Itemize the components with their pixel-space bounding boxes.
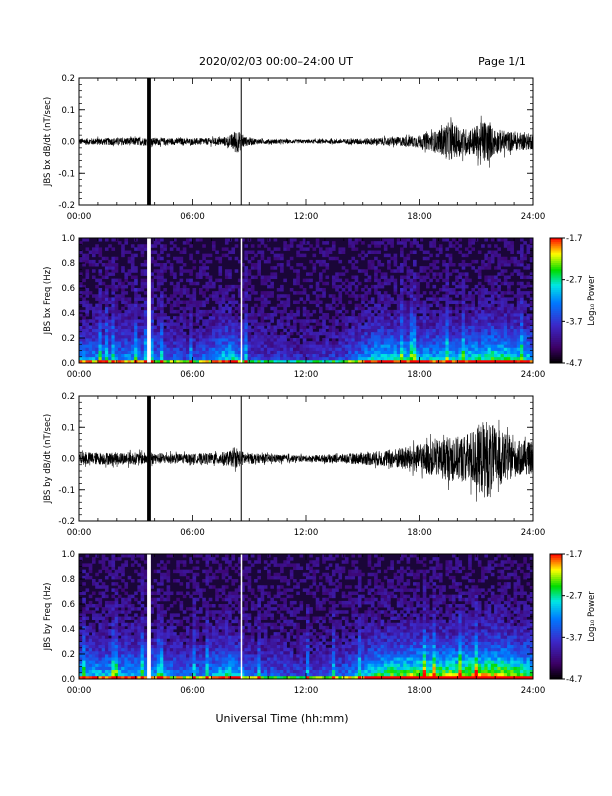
y-tick-label: -0.1 — [58, 169, 75, 179]
x-tick-label: 00:00 — [67, 528, 92, 538]
x-tick-label: 00:00 — [67, 686, 92, 696]
y-tick-label: 0.1 — [61, 423, 75, 433]
colorbar-tick-label: -1.7 — [566, 550, 583, 560]
y-tick-label: -0.2 — [58, 517, 75, 527]
y-tick-label: 0.8 — [61, 259, 75, 269]
colorbar: -1.7 -2.7 -3.7 -4.7 Log₁₀ Power — [550, 234, 597, 369]
x-tick-label: 24:00 — [521, 212, 546, 222]
x-tick-label: 00:00 — [67, 212, 92, 222]
y-axis-label: JBS bx dB/dt (nT/sec) — [43, 97, 53, 187]
x-tick-label: 18:00 — [407, 212, 432, 222]
y-tick-label: 0.2 — [61, 650, 75, 660]
x-tick-label: 24:00 — [521, 686, 546, 696]
y-tick-label: 0.6 — [61, 284, 75, 294]
panel-by-dbdt: 00:00 06:00 12:00 18:00 24:00 -0.2 -0.1 0.0 0.1 0… — [43, 392, 545, 538]
colorbar-tick-label: -1.7 — [566, 234, 583, 244]
colorbar-tick-label: -4.7 — [566, 675, 583, 685]
x-tick-label: 18:00 — [407, 528, 432, 538]
colorbar-tick-label: -3.7 — [566, 317, 583, 327]
x-tick-label: 06:00 — [180, 212, 205, 222]
y-tick-label: 0.8 — [61, 575, 75, 585]
x-tick-label: 06:00 — [180, 370, 205, 380]
data-gap-0 — [147, 396, 151, 521]
colorbar-label: Log₁₀ Power — [587, 275, 597, 326]
x-tick-label: 12:00 — [294, 370, 319, 380]
y-axis-label: JBS bx Freq (Hz) — [43, 267, 53, 336]
data-gap-0 — [147, 78, 151, 205]
figure-title: 2020/02/03 00:00–24:00 UT — [199, 55, 353, 68]
data-gap-1 — [241, 554, 243, 679]
y-tick-label: 0.1 — [61, 106, 75, 116]
y-tick-label: -0.1 — [58, 486, 75, 496]
colorbar-tick-label: -2.7 — [566, 592, 583, 602]
data-gap-0 — [147, 238, 151, 363]
colorbar-tick-label: -4.7 — [566, 359, 583, 369]
x-tick-label: 00:00 — [67, 370, 92, 380]
y-tick-label: -0.2 — [58, 201, 75, 211]
data-gap-1 — [241, 238, 243, 363]
y-tick-label: 0.0 — [61, 455, 75, 465]
y-tick-label: 0.2 — [61, 74, 75, 84]
y-tick-label: 0.6 — [61, 600, 75, 610]
colorbar-tick-label: -2.7 — [566, 276, 583, 286]
y-tick-label: 1.0 — [61, 234, 75, 244]
colorbar-tick-label: -3.7 — [566, 633, 583, 643]
panel-bx-spectrogram: -1.7 -2.7 -3.7 -4.7 Log₁₀ Power 00:00 06:00 12:… — [43, 234, 597, 380]
y-tick-label: 0.2 — [61, 334, 75, 344]
panel-bx-dbdt: 00:00 06:00 12:00 18:00 24:00 -0.2 -0.1 0.0 0.1 0… — [43, 74, 545, 222]
x-tick-label: 24:00 — [521, 370, 546, 380]
x-tick-label: 06:00 — [180, 686, 205, 696]
page-label: Page 1/1 — [478, 55, 526, 68]
y-tick-label: 0.0 — [61, 359, 75, 369]
x-tick-label: 18:00 — [407, 686, 432, 696]
y-axis-label: JBS by Freq (Hz) — [43, 583, 53, 652]
data-gap-1 — [241, 396, 242, 521]
x-tick-label: 12:00 — [294, 686, 319, 696]
y-tick-label: 0.0 — [61, 138, 75, 148]
colorbar: -1.7 -2.7 -3.7 -4.7 Log₁₀ Power — [550, 550, 597, 685]
colorbar-label: Log₁₀ Power — [587, 591, 597, 642]
y-tick-label: 0.2 — [61, 392, 75, 402]
x-tick-label: 06:00 — [180, 528, 205, 538]
data-gap-1 — [241, 78, 242, 205]
y-tick-label: 0.4 — [61, 625, 75, 635]
data-gap-0 — [147, 554, 151, 679]
x-tick-label: 24:00 — [521, 528, 546, 538]
x-tick-label: 18:00 — [407, 370, 432, 380]
x-tick-label: 12:00 — [294, 212, 319, 222]
y-tick-label: 0.0 — [61, 675, 75, 685]
x-axis-label: Universal Time (hh:mm) — [216, 712, 349, 725]
y-tick-label: 0.4 — [61, 309, 75, 319]
y-axis-label: JBS by dB/dt (nT/sec) — [43, 414, 53, 504]
panel-by-spectrogram: -1.7 -2.7 -3.7 -4.7 Log₁₀ Power 00:00 06:00 12:… — [43, 550, 597, 696]
y-tick-label: 1.0 — [61, 550, 75, 560]
x-tick-label: 12:00 — [294, 528, 319, 538]
